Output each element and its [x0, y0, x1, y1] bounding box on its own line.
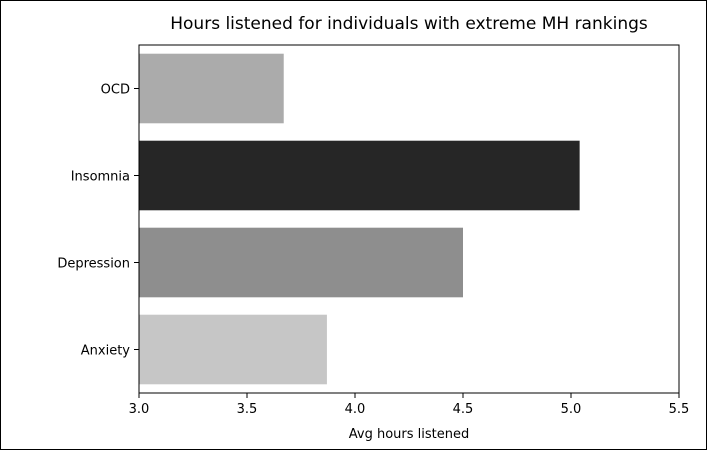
plot-area: [138, 44, 680, 394]
bar-ocd: [139, 53, 284, 124]
x-tick-label-4: 5.0: [561, 402, 582, 417]
y-tick-label-ocd: OCD: [101, 83, 130, 98]
x-tick-label-0: 3.0: [129, 402, 150, 417]
bar-anxiety: [139, 314, 327, 385]
x-tick-label-2: 4.0: [345, 402, 366, 417]
y-tick-label-insomnia: Insomnia: [71, 170, 130, 185]
x-axis-label: Avg hours listened: [349, 427, 469, 442]
bar-insomnia: [139, 140, 580, 211]
bar-depression: [139, 227, 463, 298]
x-tick-label-1: 3.5: [237, 402, 258, 417]
y-tick-label-depression: Depression: [57, 257, 130, 272]
x-tick-label-3: 4.5: [453, 402, 474, 417]
y-tick-label-anxiety: Anxiety: [81, 344, 131, 359]
chart-title: Hours listened for individuals with extr…: [170, 14, 648, 34]
x-tick-label-5: 5.5: [669, 402, 690, 417]
